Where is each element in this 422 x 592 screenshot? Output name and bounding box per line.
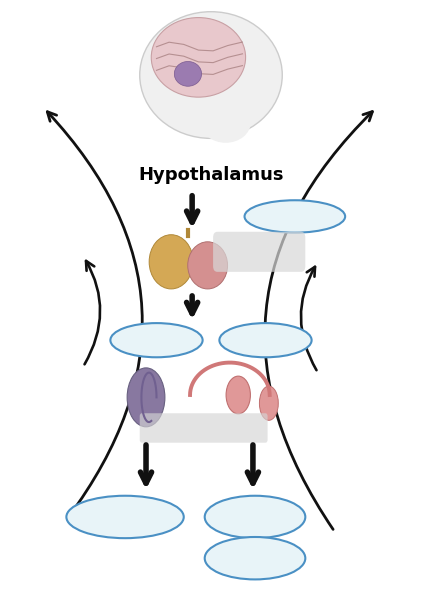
FancyBboxPatch shape (140, 413, 268, 443)
Ellipse shape (226, 376, 250, 414)
Ellipse shape (219, 323, 311, 358)
Ellipse shape (188, 242, 227, 289)
Ellipse shape (151, 18, 246, 97)
Ellipse shape (66, 496, 184, 538)
Ellipse shape (111, 323, 203, 358)
Ellipse shape (127, 368, 165, 427)
Ellipse shape (205, 537, 306, 580)
Ellipse shape (149, 234, 193, 289)
Ellipse shape (174, 62, 202, 86)
Ellipse shape (205, 496, 306, 538)
Ellipse shape (200, 102, 251, 143)
Ellipse shape (140, 12, 282, 139)
FancyBboxPatch shape (213, 232, 306, 272)
Text: Hypothalamus: Hypothalamus (138, 166, 284, 184)
Ellipse shape (244, 200, 345, 233)
Ellipse shape (260, 386, 278, 420)
